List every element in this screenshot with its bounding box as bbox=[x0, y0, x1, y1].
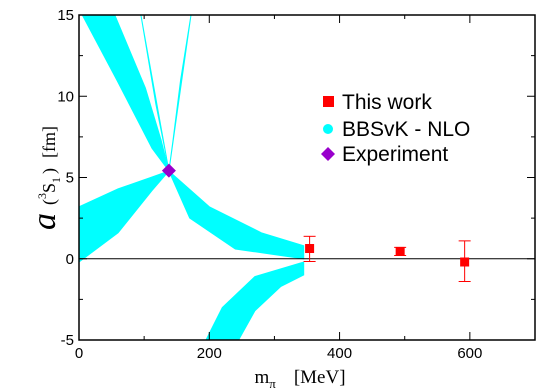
x-axis-subscript: π bbox=[269, 376, 276, 390]
y-tick-label: 15 bbox=[57, 7, 74, 24]
legend: This work BBSvK - NLO Experiment bbox=[321, 91, 470, 166]
svg-text:a(3S1)[fm]: a (3S1) [fm] bbox=[26, 126, 63, 230]
x-tick-label: 200 bbox=[197, 345, 222, 362]
bbsvk-band bbox=[79, 15, 305, 340]
y-axis-paren-close: ) bbox=[39, 168, 60, 174]
band-left-lobe bbox=[79, 169, 171, 263]
band-upper-right-arm bbox=[140, 15, 192, 172]
y-tick-label: -5 bbox=[61, 332, 74, 349]
band-lower-arm bbox=[205, 261, 305, 340]
y-tick-label: 10 bbox=[57, 88, 74, 105]
red-square-icon bbox=[323, 96, 334, 107]
this-work-point-1 bbox=[395, 246, 405, 256]
y-tick-label: 5 bbox=[66, 170, 74, 187]
y-axis-title: a (3S1) [fm] bbox=[26, 126, 63, 230]
legend-label-bbsvk: BBSvK - NLO bbox=[342, 118, 470, 141]
this-work-point-0 bbox=[305, 244, 315, 254]
x-axis-unit: [MeV] bbox=[294, 367, 346, 388]
experiment-point-0 bbox=[161, 163, 176, 178]
this-work-point-2 bbox=[460, 257, 470, 267]
x-tick-label: 0 bbox=[75, 345, 83, 362]
band-right-lobe bbox=[168, 170, 305, 260]
purple-diamond-icon bbox=[321, 147, 335, 161]
y-axis-subscript: 1 bbox=[49, 177, 63, 183]
plot-frame bbox=[78, 14, 536, 341]
legend-label-this-work: This work bbox=[342, 91, 432, 114]
cyan-circle-icon bbox=[323, 124, 333, 134]
x-axis-title: mπ [MeV] bbox=[254, 367, 345, 390]
y-axis-unit: [fm] bbox=[39, 126, 59, 158]
y-tick-label: 0 bbox=[66, 251, 74, 268]
y-axis-paren-open: ( bbox=[39, 199, 60, 205]
x-tick-label: 600 bbox=[457, 345, 482, 362]
y-axis-state: S bbox=[39, 183, 59, 193]
y-axis-superscript: 3 bbox=[35, 193, 49, 199]
legend-label-experiment: Experiment bbox=[342, 143, 448, 166]
y-axis-symbol: a bbox=[26, 213, 63, 230]
x-axis-symbol: m bbox=[254, 367, 269, 388]
data-points bbox=[161, 163, 471, 282]
band-upper-left-arm bbox=[81, 15, 170, 172]
x-tick-label: 400 bbox=[327, 345, 352, 362]
